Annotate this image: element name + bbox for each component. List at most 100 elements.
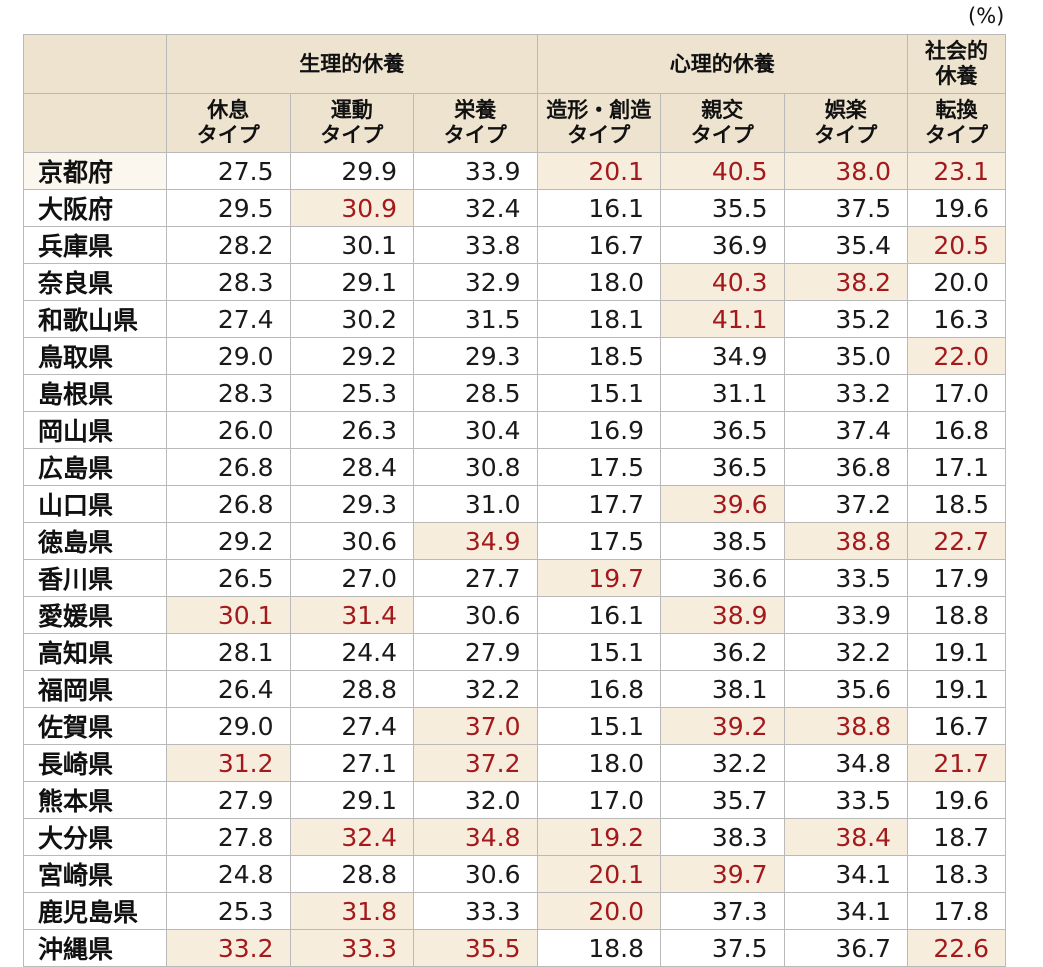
value-cell: 18.0 (536, 263, 661, 301)
value-cell: 39.7 (660, 855, 785, 893)
table-row: 鳥取県 29.0 29.2 29.3 18.5 34.9 35.0 22.0 (23, 337, 1006, 375)
value-cell: 24.8 (166, 855, 291, 893)
prefecture-cell: 大阪府 (23, 189, 167, 227)
value-cell: 15.1 (536, 707, 661, 745)
prefecture-cell: 大分県 (23, 818, 167, 856)
column-header-rest: 休息 タイプ (166, 93, 291, 153)
value-cell: 18.7 (907, 818, 1006, 856)
value-cell: 34.9 (413, 522, 538, 560)
prefecture-rest-type-table: 生理的休養 心理的休養 社会的 休養 休息 タイプ 運動 タイプ 栄養 タイプ … (23, 34, 1006, 967)
value-cell: 39.6 (660, 485, 785, 523)
column-header-social-ties: 親交 タイプ (660, 93, 785, 153)
value-cell: 41.1 (660, 300, 785, 338)
value-cell: 28.5 (413, 374, 538, 412)
prefecture-cell: 長崎県 (23, 744, 167, 782)
value-cell: 31.1 (660, 374, 785, 412)
value-cell: 19.1 (907, 670, 1006, 708)
prefecture-cell: 岡山県 (23, 411, 167, 449)
column-header-creative: 造形・創造 タイプ (536, 93, 661, 153)
value-cell: 29.2 (166, 522, 291, 560)
value-cell: 37.0 (413, 707, 538, 745)
value-cell: 26.8 (166, 448, 291, 486)
value-cell: 30.1 (289, 226, 414, 264)
value-cell: 37.5 (783, 189, 908, 227)
prefecture-cell: 和歌山県 (23, 300, 167, 338)
value-cell: 35.5 (413, 929, 538, 967)
value-cell: 38.2 (783, 263, 908, 301)
value-cell: 35.4 (783, 226, 908, 264)
value-cell: 26.5 (166, 559, 291, 597)
value-cell: 22.7 (907, 522, 1006, 560)
value-cell: 30.6 (413, 596, 538, 634)
value-cell: 17.7 (536, 485, 661, 523)
value-cell: 23.1 (907, 152, 1006, 190)
value-cell: 29.1 (289, 781, 414, 819)
table-row: 奈良県 28.3 29.1 32.9 18.0 40.3 38.2 20.0 (23, 263, 1006, 301)
value-cell: 40.3 (660, 263, 785, 301)
value-cell: 18.5 (907, 485, 1006, 523)
value-cell: 33.3 (413, 892, 538, 930)
value-cell: 37.4 (783, 411, 908, 449)
value-cell: 27.0 (289, 559, 414, 597)
prefecture-cell: 鳥取県 (23, 337, 167, 375)
value-cell: 19.6 (907, 781, 1006, 819)
value-cell: 32.2 (783, 633, 908, 671)
table-row: 兵庫県 28.2 30.1 33.8 16.7 36.9 35.4 20.5 (23, 226, 1006, 264)
prefecture-cell: 佐賀県 (23, 707, 167, 745)
value-cell: 37.5 (660, 929, 785, 967)
value-cell: 30.1 (166, 596, 291, 634)
value-cell: 18.8 (536, 929, 661, 967)
value-cell: 29.3 (289, 485, 414, 523)
column-header-change: 転換 タイプ (907, 93, 1006, 153)
corner-cell-2 (23, 93, 167, 153)
value-cell: 19.2 (536, 818, 661, 856)
table-row: 大阪府 29.5 30.9 32.4 16.1 35.5 37.5 19.6 (23, 189, 1006, 227)
value-cell: 18.1 (536, 300, 661, 338)
prefecture-cell: 香川県 (23, 559, 167, 597)
prefecture-cell: 福岡県 (23, 670, 167, 708)
value-cell: 35.2 (783, 300, 908, 338)
value-cell: 27.4 (166, 300, 291, 338)
table-row: 沖縄県 33.2 33.3 35.5 18.8 37.5 36.7 22.6 (23, 929, 1006, 967)
table-body: 京都府 27.5 29.9 33.9 20.1 40.5 38.0 23.1 大阪府 29.5 30… (23, 152, 1006, 967)
table-row: 高知県 28.1 24.4 27.9 15.1 36.2 32.2 19.1 (23, 633, 1006, 671)
table-row: 岡山県 26.0 26.3 30.4 16.9 36.5 37.4 16.8 (23, 411, 1006, 449)
value-cell: 20.5 (907, 226, 1006, 264)
value-cell: 36.6 (660, 559, 785, 597)
prefecture-cell: 鹿児島県 (23, 892, 167, 930)
value-cell: 33.2 (783, 374, 908, 412)
value-cell: 37.3 (660, 892, 785, 930)
value-cell: 17.5 (536, 448, 661, 486)
value-cell: 19.1 (907, 633, 1006, 671)
value-cell: 26.3 (289, 411, 414, 449)
value-cell: 16.1 (536, 189, 661, 227)
value-cell: 18.3 (907, 855, 1006, 893)
value-cell: 28.1 (166, 633, 291, 671)
value-cell: 36.9 (660, 226, 785, 264)
value-cell: 29.9 (289, 152, 414, 190)
table-row: 宮崎県 24.8 28.8 30.6 20.1 39.7 34.1 18.3 (23, 855, 1006, 893)
group-header-psychological: 心理的休養 (536, 34, 908, 94)
value-cell: 33.9 (413, 152, 538, 190)
value-cell: 16.7 (907, 707, 1006, 745)
group-header-social: 社会的 休養 (907, 34, 1006, 94)
table-row: 広島県 26.8 28.4 30.8 17.5 36.5 36.8 17.1 (23, 448, 1006, 486)
value-cell: 38.9 (660, 596, 785, 634)
prefecture-cell: 宮崎県 (23, 855, 167, 893)
value-cell: 24.4 (289, 633, 414, 671)
value-cell: 32.4 (413, 189, 538, 227)
value-cell: 17.5 (536, 522, 661, 560)
value-cell: 21.7 (907, 744, 1006, 782)
value-cell: 20.1 (536, 152, 661, 190)
value-cell: 30.6 (289, 522, 414, 560)
value-cell: 29.3 (413, 337, 538, 375)
value-cell: 31.2 (166, 744, 291, 782)
value-cell: 38.3 (660, 818, 785, 856)
value-cell: 30.2 (289, 300, 414, 338)
table-row: 和歌山県 27.4 30.2 31.5 18.1 41.1 35.2 16.3 (23, 300, 1006, 338)
value-cell: 16.1 (536, 596, 661, 634)
column-header-exercise: 運動 タイプ (289, 93, 414, 153)
value-cell: 29.2 (289, 337, 414, 375)
value-cell: 28.3 (166, 263, 291, 301)
value-cell: 17.8 (907, 892, 1006, 930)
